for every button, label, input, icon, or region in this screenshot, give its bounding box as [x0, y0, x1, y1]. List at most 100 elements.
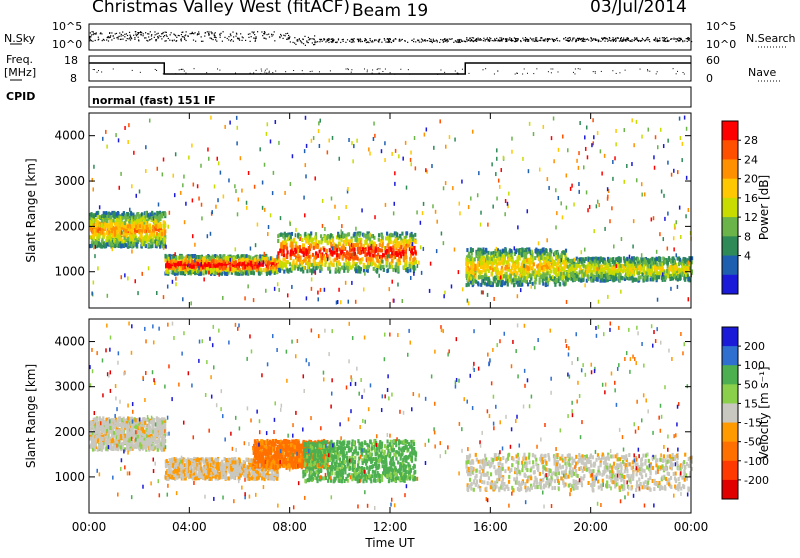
- range-cell: [159, 241, 162, 246]
- range-cell: [638, 267, 642, 272]
- noise-sample: [304, 35, 306, 37]
- noise-sample: [460, 40, 463, 42]
- range-cell: [112, 230, 115, 235]
- range-cell: [560, 254, 563, 259]
- noise-sample: [447, 40, 449, 42]
- range-cell: [108, 219, 112, 224]
- range-cell: [171, 270, 175, 275]
- range-cell: [495, 276, 498, 281]
- range-cell: [125, 229, 128, 234]
- noise-sample: [161, 38, 163, 40]
- noise-sample: [682, 40, 684, 43]
- noise-sample: [140, 34, 142, 36]
- noise-sample: [255, 37, 257, 39]
- noise-sample: [488, 39, 490, 41]
- noise-sample: [155, 40, 157, 42]
- range-cell: [546, 252, 549, 257]
- noise-sample: [552, 40, 555, 43]
- range-cell: [154, 226, 157, 231]
- range-cell: [396, 268, 399, 273]
- range-cell: [353, 251, 357, 256]
- noise-sample: [677, 40, 680, 42]
- noise-sample: [496, 37, 498, 40]
- noise-sample: [302, 38, 304, 41]
- noise-sample: [294, 42, 296, 44]
- range-cell: [274, 258, 277, 263]
- noise-sample: [515, 39, 517, 42]
- noise-sample: [444, 38, 446, 40]
- range-cell: [503, 273, 506, 278]
- range-cell: [397, 248, 400, 253]
- range-cell: [259, 267, 262, 272]
- range-cell: [319, 247, 322, 252]
- range-cell: [597, 272, 600, 277]
- noise-sample: [516, 38, 518, 40]
- range-cell: [114, 244, 117, 249]
- range-cell: [387, 246, 391, 251]
- range-cell: [398, 247, 401, 252]
- range-cell: [111, 239, 114, 244]
- noise-sample: [656, 39, 658, 42]
- noise-sample: [211, 33, 213, 35]
- noise-sample: [528, 39, 530, 41]
- noise-sample: [178, 35, 180, 37]
- noise-sample: [162, 36, 165, 38]
- noise-sample: [686, 37, 689, 40]
- range-cell: [633, 262, 637, 267]
- noise-sample: [117, 36, 119, 38]
- range-cell: [319, 254, 322, 259]
- noise-sample: [607, 40, 609, 42]
- noise-sample: [340, 41, 342, 44]
- noise-sample: [138, 39, 140, 41]
- range-cell: [89, 226, 93, 231]
- nave-sample: [363, 68, 365, 70]
- range-cell: [159, 244, 162, 249]
- range-cell: [328, 263, 331, 268]
- range-cell: [522, 259, 525, 264]
- range-cell: [249, 267, 252, 272]
- noise-sample: [390, 41, 393, 44]
- range-cell: [95, 228, 98, 233]
- range-cell: [568, 258, 571, 263]
- range-cell: [265, 271, 269, 276]
- range-cell: [236, 268, 239, 273]
- range-cell: [242, 265, 245, 270]
- noise-sample: [230, 40, 232, 42]
- range-cell: [505, 260, 509, 265]
- range-cell: [508, 248, 512, 253]
- noise-sample: [328, 41, 330, 44]
- range-cell: [372, 253, 375, 258]
- range-cell: [255, 259, 258, 264]
- range-cell: [497, 261, 500, 266]
- noise-sample: [627, 37, 630, 40]
- nave-sample: [377, 68, 379, 70]
- range-cell: [108, 231, 111, 236]
- range-cell: [118, 228, 121, 233]
- range-cell: [335, 247, 339, 252]
- range-cell: [205, 263, 209, 268]
- noise-sample: [294, 37, 296, 39]
- noise-sample: [192, 32, 194, 35]
- noise-sample: [420, 41, 422, 43]
- noise-sample: [618, 40, 621, 42]
- noise-sample: [144, 37, 146, 39]
- range-cell: [599, 278, 602, 283]
- range-cell: [325, 236, 328, 241]
- noise-sample: [517, 38, 519, 40]
- range-cell: [611, 260, 615, 265]
- range-cell: [542, 256, 545, 261]
- range-cell: [465, 270, 468, 275]
- range-cell: [489, 256, 492, 261]
- noise-sample: [142, 33, 144, 35]
- noise-sample: [197, 33, 199, 35]
- range-cell: [309, 262, 313, 267]
- range-cell: [536, 264, 539, 269]
- range-cell: [108, 222, 112, 227]
- noise-sample: [688, 39, 690, 42]
- noise-sample: [505, 38, 507, 41]
- range-cell: [483, 281, 487, 286]
- range-cell: [126, 212, 129, 217]
- range-cell: [111, 219, 114, 224]
- range-cell: [524, 247, 527, 252]
- range-cell: [292, 264, 295, 269]
